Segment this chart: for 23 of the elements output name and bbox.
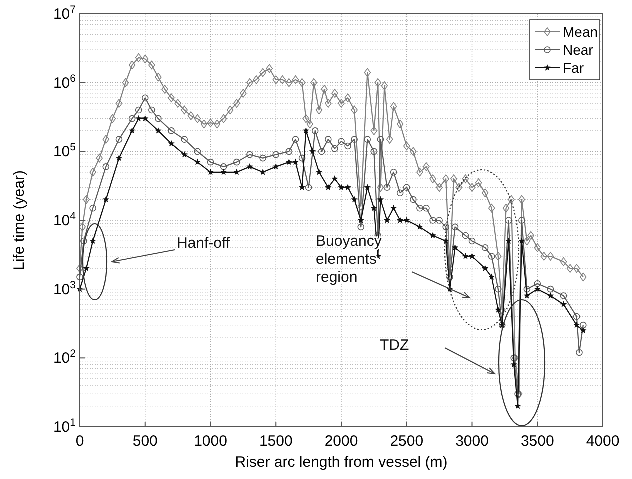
y-tick-label: 10$^{5}$ <box>53 142 76 161</box>
x-tick-label: 1500 <box>259 433 293 450</box>
x-tick-label: 0 <box>76 433 84 450</box>
y-tick-label: 10$^{2}$ <box>53 348 76 368</box>
x-tick-label: 2500 <box>390 433 424 450</box>
annotation: TDZ <box>380 337 410 354</box>
y-tick-label: 10$^{6}$ <box>53 72 76 92</box>
x-tick-label: 3000 <box>456 433 489 450</box>
legend-label: Near <box>563 42 594 58</box>
x-tick-label: 4000 <box>586 433 620 450</box>
y-tick-label: 10$^{4}$ <box>53 210 76 230</box>
x-tick-label: 1000 <box>194 433 228 450</box>
legend-label: Mean <box>563 24 598 40</box>
y-tick-label: 10$^{7}$ <box>53 4 76 23</box>
y-tick-label: 10$^{3}$ <box>53 279 76 298</box>
legend-label: Far <box>563 60 584 76</box>
y-axis-title: Life time (year) <box>11 170 28 271</box>
y-tick-label: 10$^{1}$ <box>53 417 76 436</box>
x-axis-title: Riser arc length from vessel (m) <box>235 454 448 471</box>
x-tick-label: 2000 <box>324 433 358 450</box>
x-tick-label: 500 <box>132 433 158 450</box>
annotation: Hanf-off <box>177 235 231 252</box>
x-tick-label: 3500 <box>520 433 554 450</box>
